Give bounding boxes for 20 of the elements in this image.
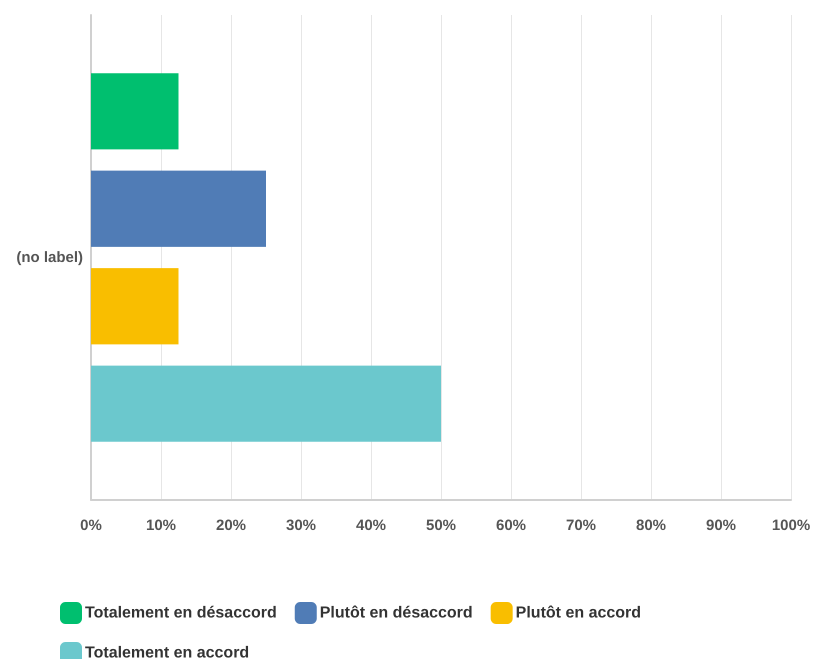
- x-tick-label: 40%: [356, 517, 386, 534]
- y-tick-label: (no label): [16, 249, 83, 266]
- bar: [91, 73, 178, 150]
- bar: [91, 170, 266, 247]
- x-tick-label: 100%: [772, 517, 810, 534]
- legend-label: Totalement en désaccord: [85, 604, 277, 622]
- x-tick-label: 30%: [286, 517, 316, 534]
- x-tick-label: 80%: [636, 517, 666, 534]
- legend-label: Plutôt en accord: [516, 604, 642, 622]
- x-tick-label: 20%: [216, 517, 246, 534]
- x-tick-label: 60%: [496, 517, 526, 534]
- legend-label: Totalement en accord: [85, 644, 250, 659]
- bar: [91, 366, 441, 442]
- x-tick-label: 0%: [80, 517, 102, 534]
- x-tick-label: 50%: [426, 517, 456, 534]
- x-tick-label: 10%: [146, 517, 176, 534]
- legend-label: Plutôt en désaccord: [320, 604, 473, 622]
- x-tick-label: 90%: [706, 517, 736, 534]
- x-tick-label: 70%: [566, 517, 596, 534]
- bar: [91, 268, 178, 344]
